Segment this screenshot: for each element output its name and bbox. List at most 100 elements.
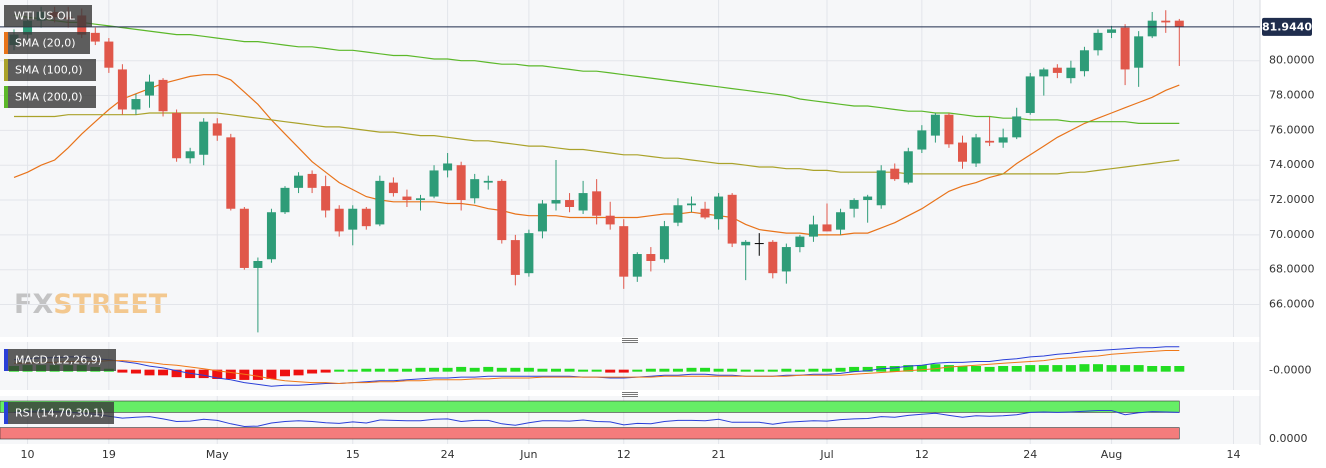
macd-histogram-bar [794, 369, 805, 372]
x-tick-label: 21 [712, 448, 726, 461]
candle-body [23, 20, 33, 35]
candle-body [917, 130, 927, 150]
candle-body [212, 123, 222, 136]
macd-histogram-bar [1079, 364, 1090, 372]
candle-body [226, 137, 236, 209]
candle-body [402, 196, 412, 201]
y-tick-label: 68.0000 [1269, 263, 1315, 276]
macd-title: MACD (12,26,9) [15, 354, 102, 367]
candle-body [131, 99, 141, 110]
legend-box [4, 5, 92, 27]
candle-body [361, 208, 371, 227]
candle-body [903, 151, 913, 183]
x-tick-label: Jul [819, 448, 833, 461]
legend-box [4, 32, 90, 54]
macd-histogram-bar [374, 368, 385, 372]
macd-histogram-bar [225, 369, 236, 379]
macd-histogram-bar [808, 368, 819, 372]
x-tick-label: 12 [915, 448, 929, 461]
macd-histogram-bar [293, 369, 304, 376]
candle-body [470, 179, 480, 199]
candle-body [619, 226, 629, 277]
candle-body [334, 208, 344, 232]
candle-body [483, 180, 493, 183]
macd-histogram-bar [632, 369, 643, 372]
candle-body [863, 196, 873, 201]
candle-body [768, 241, 778, 274]
plot-layer [0, 0, 1260, 444]
macd-histogram-bar [469, 367, 480, 372]
main-plot-bg [0, 0, 1260, 337]
x-tick-label: Aug [1101, 448, 1122, 461]
legend-swatch [4, 349, 8, 371]
macd-histogram-bar [307, 369, 318, 374]
candle-body [632, 254, 642, 277]
macd-histogram-bar [171, 369, 182, 378]
candle-body [592, 191, 602, 216]
candle-body [985, 140, 995, 143]
macd-line [14, 350, 1180, 385]
candle-body [1093, 32, 1103, 51]
candle-body [1161, 20, 1171, 23]
candle-body [348, 208, 358, 230]
candle-body [443, 163, 453, 171]
macd-histogram-bar [117, 369, 128, 373]
candle-body [1052, 67, 1062, 73]
y-tick-label: 78.0000 [1269, 89, 1315, 102]
macd-histogram-bar [700, 367, 711, 372]
candle-body [307, 173, 317, 188]
macd-histogram-bar [767, 369, 778, 372]
candle-body [700, 208, 710, 218]
candle-body [158, 79, 168, 112]
candle-body [741, 241, 751, 246]
macd-histogram-bar [1160, 366, 1171, 372]
candle-body [497, 180, 507, 241]
sma-line [13, 14, 1180, 124]
candle-body [565, 200, 575, 208]
macd-histogram-bar [822, 368, 832, 372]
candle-body [1107, 29, 1117, 33]
candle-body [416, 198, 425, 201]
macd-histogram-bar [442, 367, 453, 372]
macd-histogram-bar [523, 367, 534, 372]
candle-body [510, 240, 520, 275]
candle-body [1066, 67, 1076, 79]
sma-line [14, 112, 1180, 175]
macd-histogram-bar [1093, 364, 1103, 372]
macd-histogram-bar [158, 369, 169, 376]
y-tick-label: 66.0000 [1269, 298, 1315, 311]
macd-histogram-bar [713, 368, 724, 372]
candle-body [1147, 20, 1157, 37]
candle-body [808, 224, 818, 237]
candle-body [673, 205, 683, 223]
candle-body [687, 203, 696, 206]
macd-histogram-bar [212, 369, 223, 379]
macd-histogram-bar [889, 366, 900, 372]
y-tick-label: 0.0000 [1269, 432, 1308, 445]
macd-histogram-bar [605, 369, 616, 373]
candle-body [524, 233, 534, 274]
macd-histogram-bar [971, 366, 982, 372]
macd-histogram-bar [916, 365, 927, 372]
candle-body [1012, 116, 1022, 138]
last-price-box [1262, 17, 1312, 36]
rsi-oversold-band [0, 427, 1180, 440]
macd-histogram-bar [551, 368, 561, 372]
legend-label: SMA (20,0) [15, 37, 76, 50]
macd-histogram-bar [903, 365, 914, 372]
candle-body [754, 243, 764, 245]
y-tick-label: 72.0000 [1269, 193, 1315, 206]
candle-body [849, 200, 859, 209]
x-tick-label: 15 [346, 448, 360, 461]
macd-histogram-bar [862, 366, 873, 372]
candle-body [998, 137, 1008, 143]
macd-histogram-bar [740, 369, 751, 372]
rsi-overbought-band [0, 400, 1180, 413]
candle-body [822, 224, 832, 232]
x-tick-label: 24 [1023, 448, 1037, 461]
candle-body [145, 81, 154, 96]
macd-histogram-bar [686, 367, 697, 372]
candle-body [646, 254, 656, 261]
macd-histogram-bar [564, 368, 575, 372]
